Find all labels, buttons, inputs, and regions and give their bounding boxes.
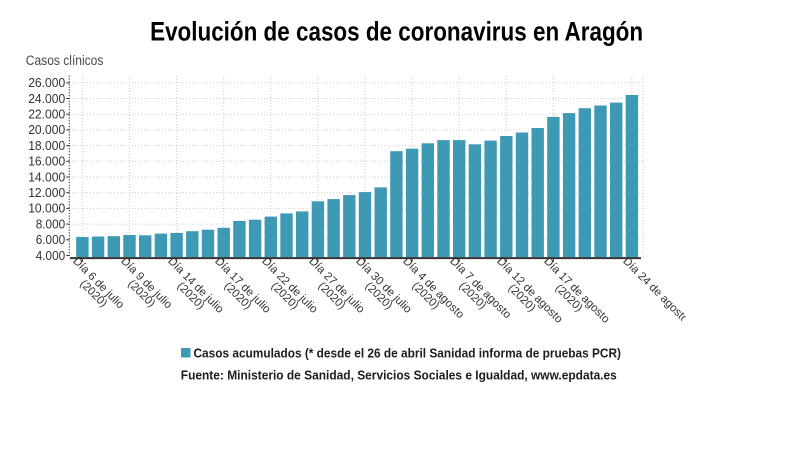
- svg-text:Casos acumulados (* desde el 2: Casos acumulados (* desde el 26 de abril…: [194, 345, 622, 360]
- svg-text:24.000: 24.000: [28, 91, 65, 106]
- svg-text:Evolución de casos de coronavi: Evolución de casos de coronavirus en Ara…: [150, 17, 643, 47]
- svg-text:12.000: 12.000: [28, 185, 65, 200]
- svg-text:22.000: 22.000: [28, 107, 65, 122]
- svg-text:4.000: 4.000: [36, 248, 66, 263]
- svg-text:10.000: 10.000: [28, 201, 65, 216]
- svg-text:14.000: 14.000: [28, 169, 65, 184]
- svg-text:18.000: 18.000: [28, 138, 65, 153]
- svg-text:Casos clínicos: Casos clínicos: [26, 53, 104, 68]
- svg-text:20.000: 20.000: [28, 122, 65, 137]
- svg-text:26.000: 26.000: [28, 75, 65, 90]
- svg-text:16.000: 16.000: [28, 154, 65, 169]
- svg-text:Fuente: Ministerio de Sanidad,: Fuente: Ministerio de Sanidad, Servicios…: [181, 368, 617, 383]
- svg-text:8.000: 8.000: [36, 216, 66, 231]
- svg-text:6.000: 6.000: [36, 232, 66, 247]
